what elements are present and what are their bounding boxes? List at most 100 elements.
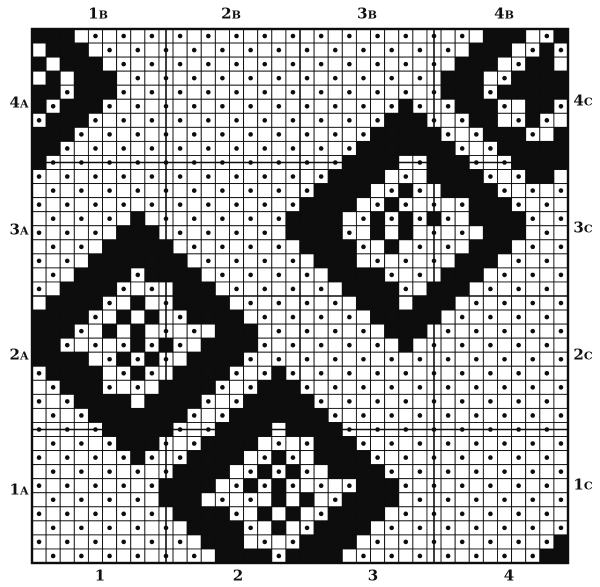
cell-dot [502, 356, 507, 362]
cell-dot [276, 328, 282, 334]
grid-cell [87, 520, 103, 536]
filled-cell [200, 309, 216, 325]
filled-cell [454, 267, 470, 283]
cell-dot [248, 385, 253, 390]
grid-cell [45, 478, 61, 494]
grid-cell [186, 225, 202, 241]
cell-dot [417, 356, 423, 362]
filled-cell [440, 281, 456, 297]
cell-dot [347, 314, 352, 320]
grid-cell [59, 407, 75, 423]
grid-cell [200, 492, 216, 508]
grid-cell [172, 126, 188, 142]
cell-dot [304, 47, 310, 53]
grid-cell [271, 112, 287, 128]
grid-cell [313, 492, 329, 508]
cell-dot [93, 118, 98, 123]
filled-cell [214, 351, 230, 367]
grid-cell [31, 520, 47, 536]
cell-dot [262, 230, 268, 236]
cell-dot [445, 244, 451, 250]
cell-dot [248, 103, 253, 109]
filled-cell [539, 42, 555, 58]
grid-cell [412, 197, 428, 213]
grid-cell [384, 534, 400, 550]
grid-cell [299, 112, 315, 128]
grid-cell [384, 393, 400, 409]
grid-cell [257, 42, 273, 58]
cell-dot [516, 118, 521, 123]
filled-cell [102, 281, 118, 297]
grid-cell [355, 197, 371, 213]
cell-dot [375, 61, 380, 67]
cell-dot [417, 272, 423, 278]
grid-cell [144, 183, 160, 199]
cell-dot [149, 61, 155, 67]
grid-cell [313, 70, 329, 86]
cell-dot [64, 511, 70, 517]
filled-cell [468, 84, 484, 100]
cell-dot [206, 33, 211, 39]
grid-cell [186, 84, 202, 100]
grid-cell [257, 323, 273, 339]
grid-cell [130, 169, 146, 185]
filled-cell [229, 436, 245, 452]
filled-cell [412, 140, 428, 156]
grid-cell [172, 323, 188, 339]
cell-dot [262, 258, 268, 264]
cell-dot [530, 553, 536, 559]
grid-cell [59, 520, 75, 536]
filled-cell [468, 253, 484, 269]
grid-cell [468, 365, 484, 381]
cell-dot [361, 385, 366, 390]
cell-dot [474, 525, 479, 531]
filled-cell [102, 407, 118, 423]
grid-cell [87, 42, 103, 58]
grid-cell [511, 351, 527, 367]
filled-cell [116, 239, 132, 255]
cell-dot [403, 61, 409, 67]
filled-cell [130, 450, 146, 466]
grid-cell [144, 464, 160, 480]
label-top-3b: 3B [357, 4, 377, 23]
filled-cell [440, 295, 456, 311]
grid-cell [313, 267, 329, 283]
label-bottom-3: 3 [367, 566, 379, 585]
cell-dot [516, 399, 521, 404]
grid-cell [384, 225, 400, 241]
grid-cell [355, 28, 371, 44]
grid-cell [553, 56, 569, 72]
grid-cell [341, 98, 357, 114]
cell-dot [389, 272, 394, 278]
grid-cell [341, 295, 357, 311]
cell-dot [318, 33, 324, 39]
grid-cell [73, 197, 89, 213]
cell-dot [389, 356, 394, 362]
cell-dot [234, 399, 239, 404]
cell-dot [474, 132, 479, 137]
cell-dot [50, 272, 56, 278]
cell-dot [107, 441, 112, 446]
grid-cell [525, 365, 541, 381]
filled-cell [87, 267, 103, 283]
grid-cell [243, 112, 259, 128]
filled-cell [511, 70, 527, 86]
grid-cell [511, 295, 527, 311]
grid-cell [243, 450, 259, 466]
filled-cell [144, 436, 160, 452]
cell-dot [502, 385, 507, 390]
filled-cell [45, 323, 61, 339]
grid-cell [341, 126, 357, 142]
filled-cell [285, 548, 301, 564]
cell-dot [459, 33, 465, 39]
cell-dot [318, 342, 324, 348]
filled-cell [102, 253, 118, 269]
filled-cell [144, 253, 160, 269]
filled-cell [412, 323, 428, 339]
cell-dot [50, 441, 56, 446]
filled-cell [257, 393, 273, 409]
filled-cell [87, 393, 103, 409]
grid-cell [341, 323, 357, 339]
grid-cell [454, 520, 470, 536]
